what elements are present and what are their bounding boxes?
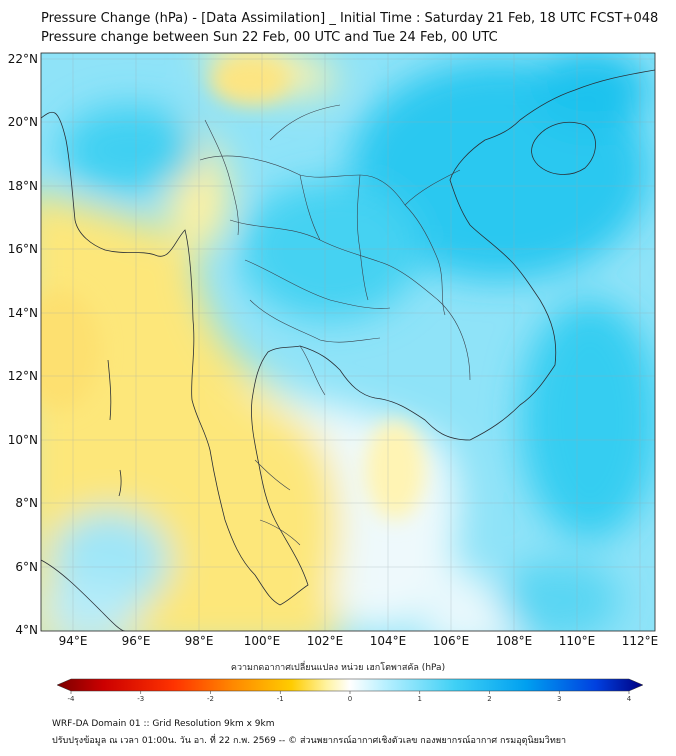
- colorbar-tick: 3: [557, 695, 561, 703]
- lon-label: 108°E: [496, 634, 533, 648]
- lat-label: 16°N: [8, 242, 38, 256]
- lat-label: 12°N: [8, 369, 38, 383]
- colorbar-gradient: [56, 678, 644, 692]
- colorbar-tick: -1: [277, 695, 284, 703]
- footer-model-info: WRF-DA Domain 01 :: Grid Resolution 9km …: [52, 719, 275, 729]
- pressure-change-field: [41, 53, 655, 631]
- lat-label: 14°N: [8, 306, 38, 320]
- colorbar-tick: 4: [627, 695, 632, 703]
- lat-label: 20°N: [8, 115, 38, 129]
- admin-borders: [199, 104, 471, 546]
- coastlines: [41, 69, 655, 631]
- figure-subtitle: Pressure change between Sun 22 Feb, 00 U…: [41, 30, 498, 45]
- lat-label: 18°N: [8, 179, 38, 193]
- lat-label: 4°N: [15, 623, 38, 637]
- lat-axis: 22°N 20°N 18°N 16°N 14°N 12°N 10°N 8°N 6…: [8, 52, 38, 637]
- colorbar: -4 -3 -2 -1 0 1 2 3 4: [56, 678, 644, 703]
- lat-label: 6°N: [15, 560, 38, 574]
- lon-label: 102°E: [307, 634, 344, 648]
- footer-credit: ปรับปรุงข้อมูล ณ เวลา 01:00น. วัน อา. ที…: [52, 736, 567, 746]
- colorbar-tick: 1: [418, 695, 422, 703]
- colorbar-tick: -3: [137, 695, 144, 703]
- lon-label: 100°E: [244, 634, 281, 648]
- colorbar-tick: -2: [207, 695, 214, 703]
- lon-label: 98°E: [185, 634, 214, 648]
- lon-label: 112°E: [622, 634, 659, 648]
- lon-label: 106°E: [433, 634, 470, 648]
- map-gridlines: [41, 53, 655, 631]
- lon-axis: 94°E 96°E 98°E 100°E 102°E 104°E 106°E 1…: [59, 634, 659, 648]
- lat-label: 8°N: [15, 496, 38, 510]
- lat-label: 10°N: [8, 433, 38, 447]
- lat-label: 22°N: [8, 52, 38, 66]
- lon-label: 104°E: [370, 634, 407, 648]
- colorbar-tick: 0: [348, 695, 352, 703]
- colorbar-tick: 2: [487, 695, 491, 703]
- lon-label: 96°E: [122, 634, 151, 648]
- map-frame: [40, 52, 656, 632]
- figure-title: Pressure Change (hPa) - [Data Assimilati…: [41, 11, 659, 26]
- colorbar-tick: -4: [68, 695, 76, 703]
- colorbar-title: ความกดอากาศเปลี่ยนแปลง หน่วย เฮกโตพาสคัล…: [230, 663, 446, 673]
- lon-label: 94°E: [59, 634, 88, 648]
- lon-label: 110°E: [559, 634, 596, 648]
